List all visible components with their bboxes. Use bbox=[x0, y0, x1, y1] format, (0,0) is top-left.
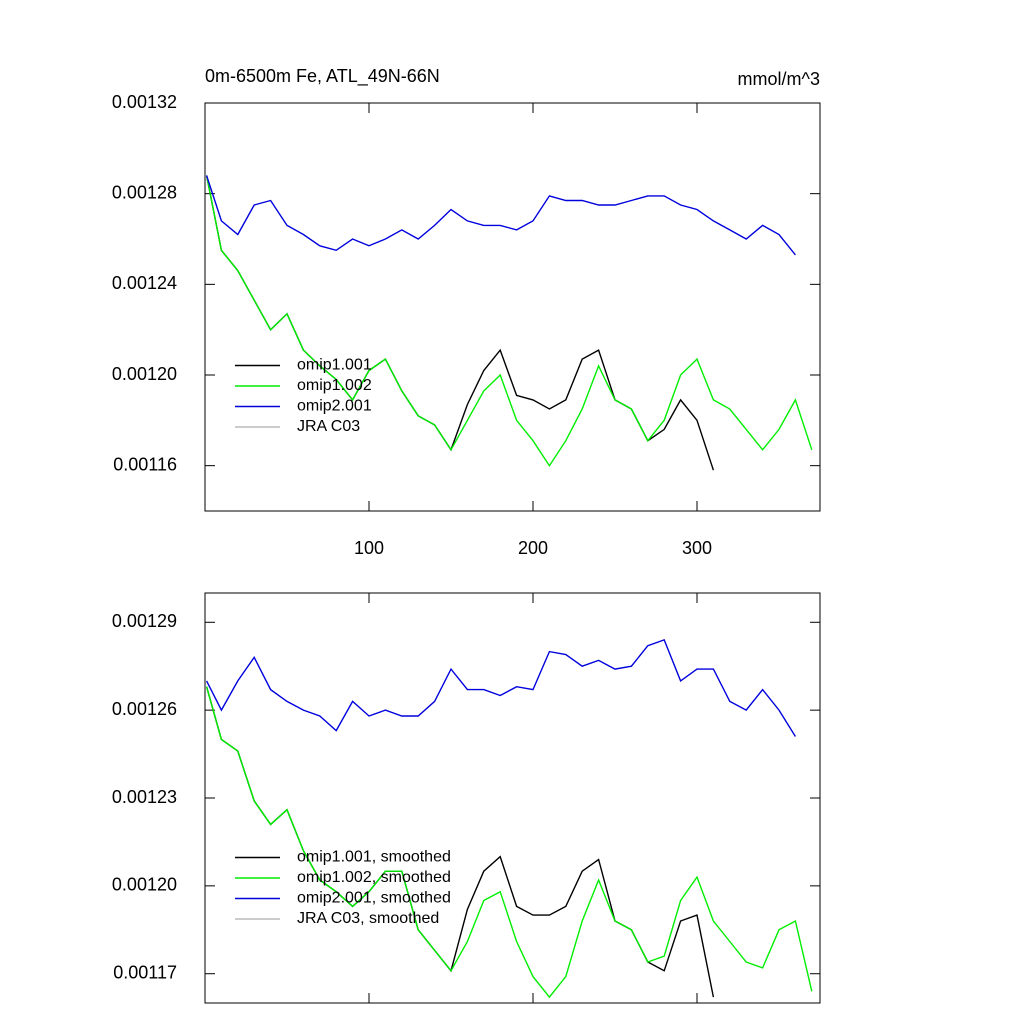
x-tick-label: 100 bbox=[354, 538, 384, 558]
series-line bbox=[205, 686, 715, 998]
legend-label: omip1.001 bbox=[297, 357, 372, 374]
y-tick-label: 0.00120 bbox=[112, 364, 177, 384]
series-line bbox=[205, 639, 796, 737]
y-tick-label: 0.00129 bbox=[112, 611, 177, 631]
legend-label: JRA C03, smoothed bbox=[297, 910, 439, 927]
plot-frame bbox=[204, 592, 821, 1004]
y-tick-label: 0.00120 bbox=[112, 875, 177, 895]
legend-label: omip1.002 bbox=[297, 377, 372, 394]
series-line bbox=[205, 686, 813, 999]
legend-label: omip1.001, smoothed bbox=[297, 849, 451, 866]
y-tick-label: 0.00132 bbox=[112, 92, 177, 112]
legend-label: omip1.002, smoothed bbox=[297, 869, 451, 886]
series-line bbox=[205, 175, 796, 256]
series-line bbox=[205, 175, 813, 467]
y-tick-label: 0.00116 bbox=[113, 454, 177, 474]
legend-label: JRA C03 bbox=[297, 418, 360, 435]
y-tick-label: 0.00126 bbox=[112, 699, 177, 719]
y-tick-label: 0.00117 bbox=[113, 962, 177, 982]
y-tick-label: 0.00128 bbox=[112, 182, 177, 202]
x-tick-label: 300 bbox=[682, 538, 712, 558]
plot-frame bbox=[204, 102, 821, 512]
y-tick-label: 0.00123 bbox=[112, 787, 177, 807]
legend-label: omip2.001 bbox=[297, 398, 372, 415]
x-tick-label: 200 bbox=[518, 538, 548, 558]
legend-label: omip2.001, smoothed bbox=[297, 890, 451, 907]
y-tick-label: 0.00124 bbox=[112, 273, 177, 293]
chart-title: 0m-6500m Fe, ATL_49N-66N bbox=[205, 66, 440, 87]
units-label: mmol/m^3 bbox=[738, 69, 820, 89]
